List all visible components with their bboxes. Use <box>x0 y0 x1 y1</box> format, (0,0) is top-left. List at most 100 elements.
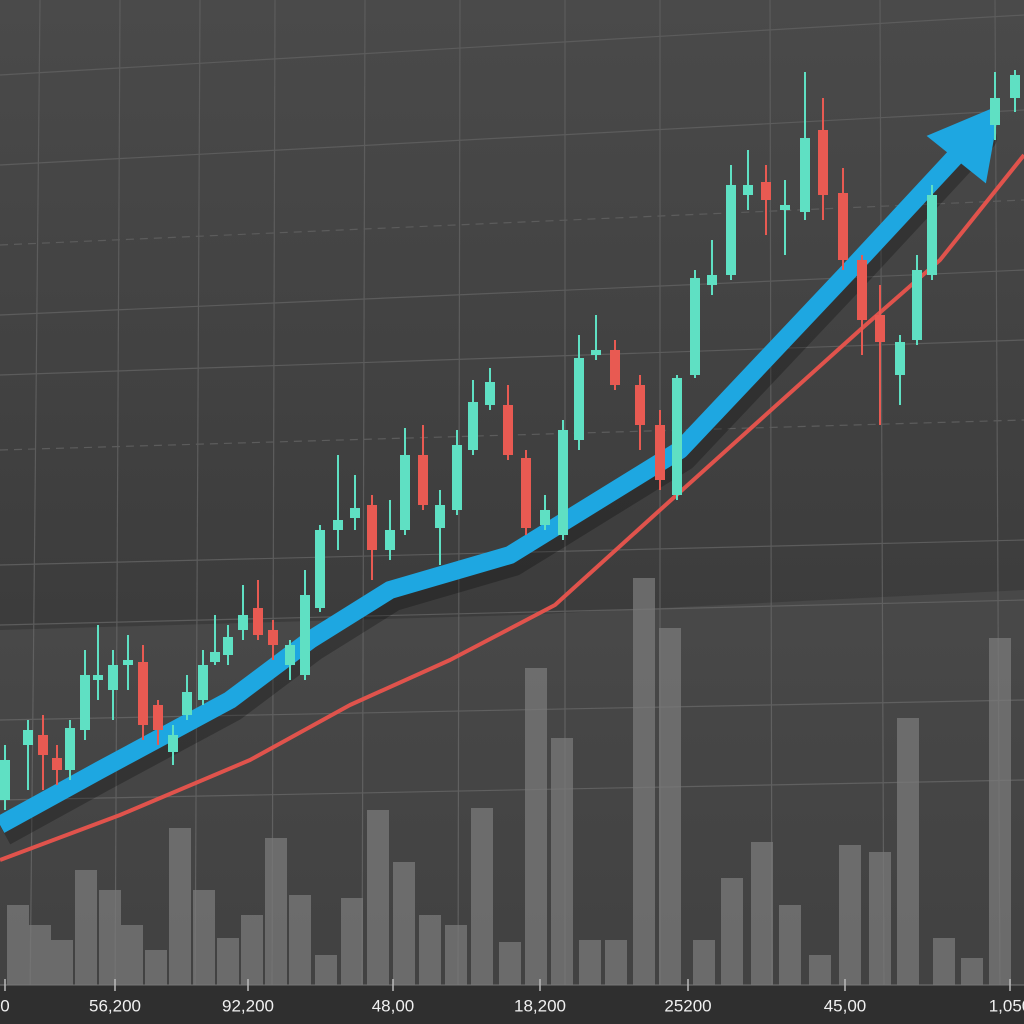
candle-body <box>315 530 325 608</box>
x-tick-label: 48,00 <box>372 996 415 1015</box>
candle-body <box>875 315 885 342</box>
volume-bar <box>7 905 29 985</box>
candle-body <box>80 675 90 730</box>
candle-layer <box>0 70 1020 810</box>
candle-body <box>108 665 118 690</box>
volume-bar <box>393 862 415 985</box>
volume-bar <box>839 845 861 985</box>
candle-body <box>65 728 75 770</box>
trend-line <box>0 121 989 833</box>
candle-body <box>927 195 937 275</box>
candle-body <box>540 510 550 525</box>
candle-body <box>223 637 233 655</box>
candle-body <box>400 455 410 530</box>
candle-body <box>452 445 462 510</box>
x-tick-label: 18,200 <box>514 996 566 1015</box>
candle-body <box>253 608 263 635</box>
candle-body <box>52 758 62 770</box>
candle-body <box>138 662 148 725</box>
candle-body <box>238 615 248 630</box>
x-tick-label: 25200 <box>664 996 711 1015</box>
candle-body <box>385 530 395 550</box>
volume-bar <box>961 958 983 985</box>
x-tick-label: 92,200 <box>222 996 274 1015</box>
volume-bar <box>779 905 801 985</box>
candle-body <box>333 520 343 530</box>
candle-body <box>1010 75 1020 98</box>
volume-bar <box>121 925 143 985</box>
candle-body <box>418 455 428 505</box>
volume-bar <box>99 890 121 985</box>
candle-body <box>610 350 620 385</box>
candle-body <box>153 705 163 730</box>
candle-body <box>435 505 445 528</box>
volume-bar <box>341 898 363 985</box>
candle-body <box>350 508 360 518</box>
volume-bar <box>525 668 547 985</box>
volume-bar <box>419 915 441 985</box>
volume-bar <box>169 828 191 985</box>
trend-arrowhead <box>926 105 1000 184</box>
x-tick-label: 45,00 <box>824 996 867 1015</box>
candle-body <box>485 382 495 405</box>
volume-bar <box>145 950 167 985</box>
x-axis: 0 56,200 92,200 48,00 18,200 25200 45,00 1,050 <box>0 979 1024 1015</box>
candle-body <box>591 350 601 355</box>
candle-body <box>743 185 753 195</box>
volume-bar <box>445 925 467 985</box>
volume-bar <box>499 942 521 985</box>
volume-bar <box>693 940 715 985</box>
volume-bar <box>659 628 681 985</box>
volume-bar <box>897 718 919 985</box>
candle-body <box>726 185 736 275</box>
candle-body <box>123 660 133 665</box>
candle-body <box>655 425 665 480</box>
x-tick-label: 0 <box>0 996 9 1015</box>
volume-layer <box>7 578 1011 985</box>
volume-bar <box>933 938 955 985</box>
x-axis-strip <box>0 985 1024 1024</box>
volume-bar <box>605 940 627 985</box>
candle-body <box>468 402 478 450</box>
volume-bar <box>193 890 215 985</box>
candle-body <box>800 138 810 212</box>
candle-body <box>838 193 848 260</box>
volume-bar <box>265 838 287 985</box>
x-tick-label: 1,050 <box>989 996 1024 1015</box>
candle-body <box>635 385 645 425</box>
volume-bar <box>721 878 743 985</box>
candle-body <box>672 378 682 495</box>
candle-body <box>574 358 584 440</box>
candle-body <box>818 130 828 195</box>
candle-body <box>990 98 1000 125</box>
candle-body <box>780 205 790 210</box>
candle-body <box>367 505 377 550</box>
candle-body <box>285 645 295 665</box>
candle-body <box>23 730 33 745</box>
candle-body <box>690 278 700 375</box>
volume-bar <box>217 938 239 985</box>
volume-bar <box>989 638 1011 985</box>
candle-body <box>210 652 220 662</box>
candle-body <box>707 275 717 285</box>
volume-bar <box>579 940 601 985</box>
candle-body <box>912 270 922 340</box>
candle-body <box>93 675 103 680</box>
moving-average-line <box>0 153 1024 862</box>
candle-body <box>761 182 771 200</box>
volume-bar <box>551 738 573 985</box>
candle-body <box>895 342 905 375</box>
candle-body <box>182 692 192 715</box>
candle-body <box>857 260 867 320</box>
candle-body <box>198 665 208 700</box>
candle-body <box>558 430 568 535</box>
candle-body <box>268 630 278 645</box>
volume-bar <box>51 940 73 985</box>
volume-bar <box>471 808 493 985</box>
volume-bar <box>241 915 263 985</box>
candle-body <box>521 458 531 528</box>
candle-body <box>300 595 310 675</box>
candle-body <box>0 760 10 800</box>
volume-bar <box>289 895 311 985</box>
